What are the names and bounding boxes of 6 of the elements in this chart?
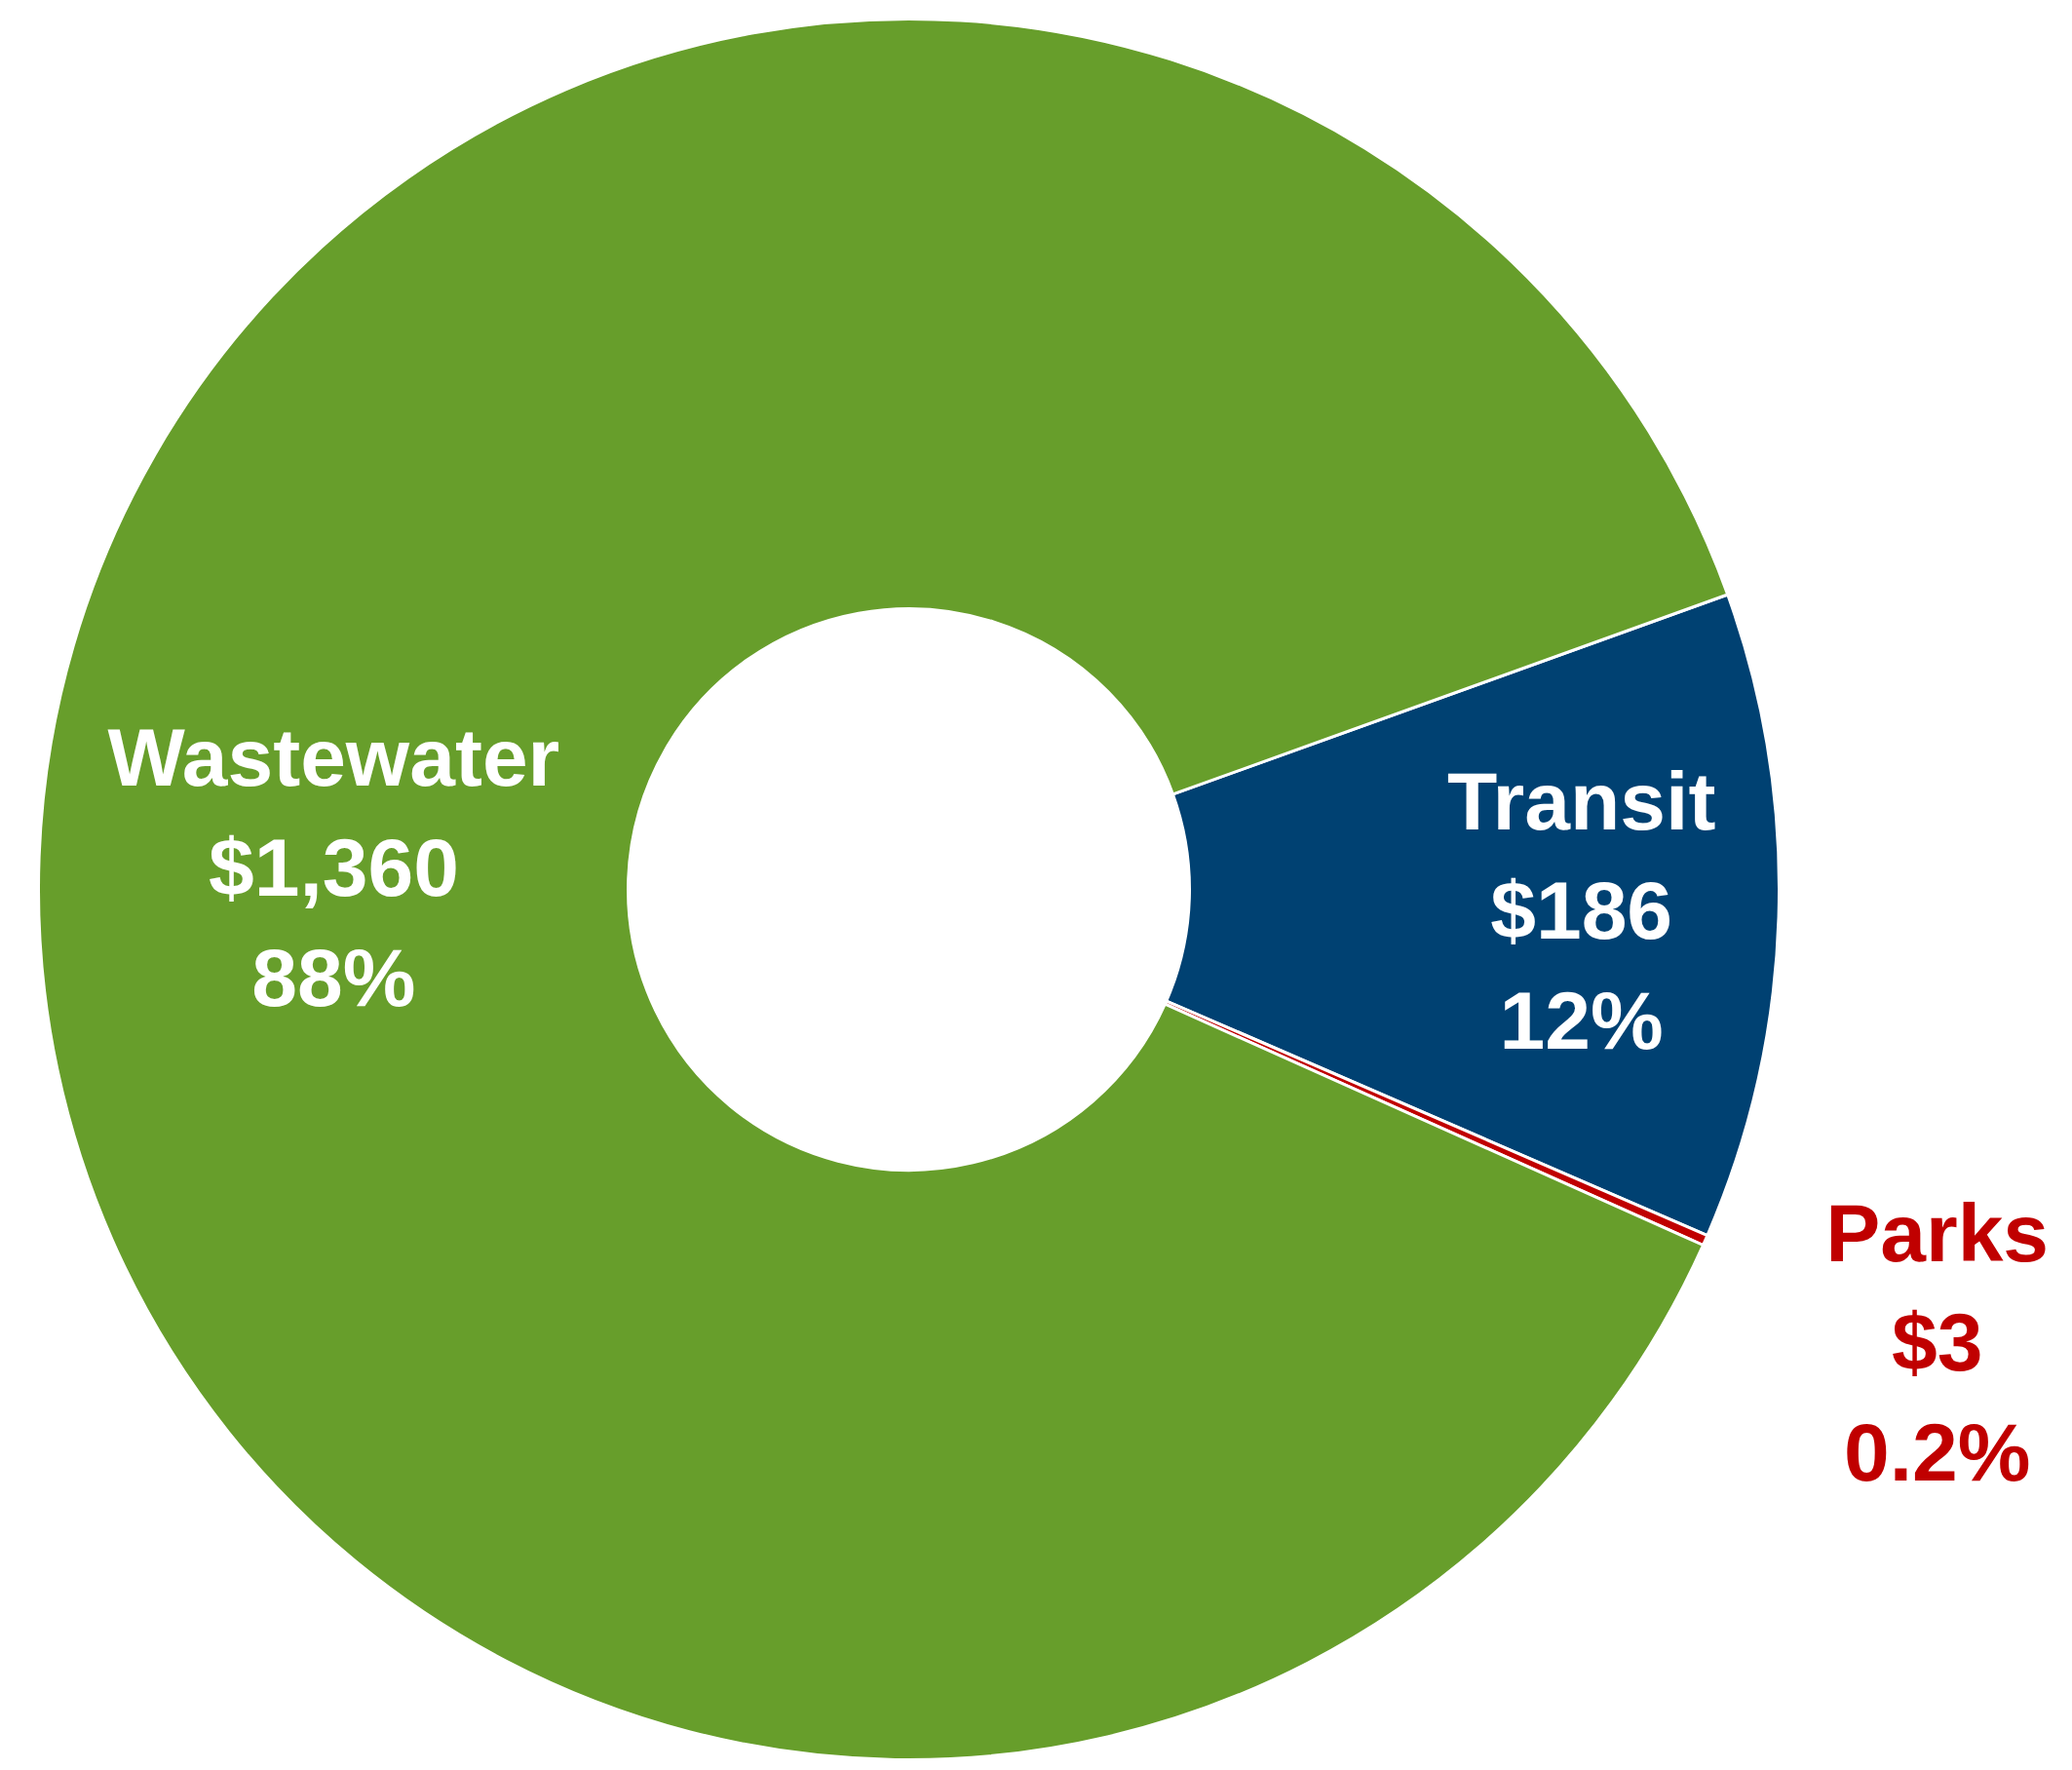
slice-label: Transit [1446,754,1716,847]
data-label: $186 12% [1490,865,1673,1067]
data-label: $3 0.2% [1843,1296,2031,1499]
data-label: $1,360 88% [208,822,459,1024]
slice-label: Wastewater [107,712,560,804]
slice-label: Parks [1825,1186,2050,1279]
